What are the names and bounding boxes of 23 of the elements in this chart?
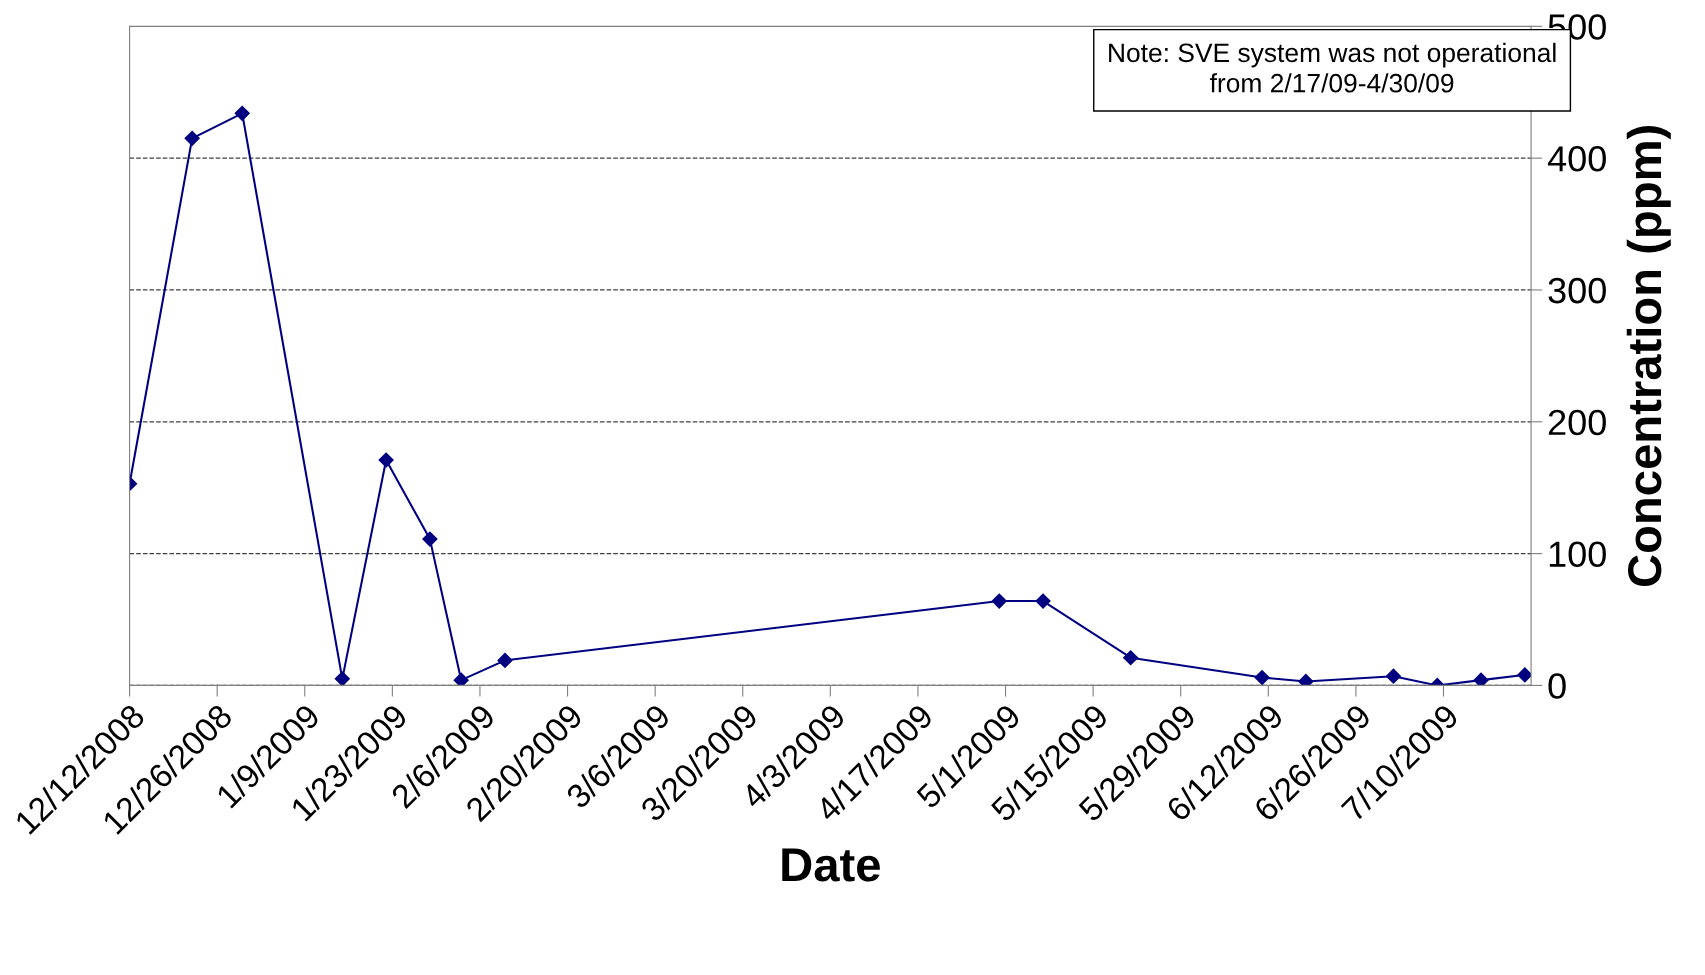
y-tick-label: 100 xyxy=(1549,541,1606,568)
point xyxy=(1123,650,1139,666)
annotation: Note: SVE system was not operational from 2/17/09-4/30/09 xyxy=(1109,42,1556,93)
y-tick-label: 400 xyxy=(1547,146,1606,172)
y-tick-label: 0 xyxy=(1548,673,1566,699)
point xyxy=(1298,673,1314,686)
x-axis-title: Date xyxy=(782,848,880,882)
point xyxy=(497,652,513,668)
point xyxy=(234,105,250,121)
point xyxy=(184,130,200,146)
y-tick-label: 300 xyxy=(1548,277,1606,304)
point xyxy=(378,452,394,468)
point xyxy=(1254,669,1270,686)
point xyxy=(1517,667,1532,683)
point xyxy=(334,671,350,686)
point xyxy=(991,593,1007,609)
point xyxy=(453,672,469,686)
y-axis-title: Concentration (ppm) xyxy=(1626,126,1671,587)
point xyxy=(1473,672,1489,686)
point xyxy=(1385,668,1402,684)
point xyxy=(1035,593,1051,609)
point xyxy=(422,531,438,547)
y-tick-label: 200 xyxy=(1548,409,1606,436)
